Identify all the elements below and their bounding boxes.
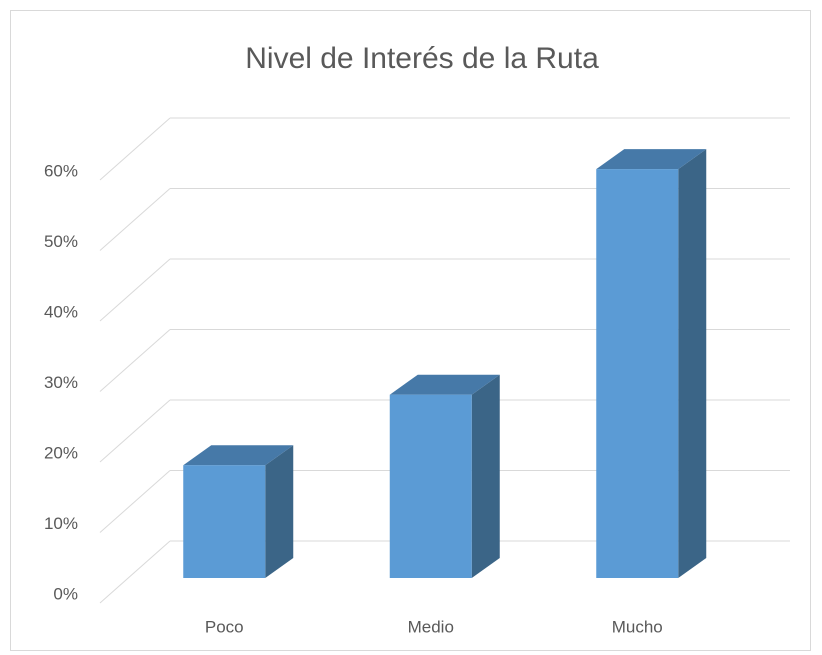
bar-top [389, 374, 500, 395]
grid-line [99, 540, 171, 604]
bar-top [183, 445, 294, 466]
grid-line [99, 329, 171, 392]
y-tick-label: 20% [44, 443, 78, 462]
x-tick-label: Medio [408, 617, 454, 636]
grid-line [99, 399, 171, 463]
grid-line [99, 470, 171, 533]
bar [389, 394, 472, 578]
y-tick-label: 30% [44, 373, 78, 392]
grid-line [99, 188, 171, 251]
y-tick-label: 0% [53, 584, 78, 603]
bar [596, 169, 679, 578]
bar [183, 465, 266, 578]
y-tick-label: 40% [44, 302, 78, 321]
bar-side [265, 445, 294, 578]
x-tick-label: Poco [205, 617, 244, 636]
bar-side [471, 374, 500, 578]
bar-top [596, 149, 707, 170]
y-tick-label: 50% [44, 232, 78, 251]
chart-title: Nivel de Interés de la Ruta [245, 42, 599, 75]
x-tick-label: Mucho [612, 617, 663, 636]
y-tick-label: 10% [44, 514, 78, 533]
grid-line [99, 258, 171, 322]
y-tick-label: 60% [44, 161, 78, 180]
bar-side [678, 149, 707, 578]
grid-line [99, 117, 171, 181]
